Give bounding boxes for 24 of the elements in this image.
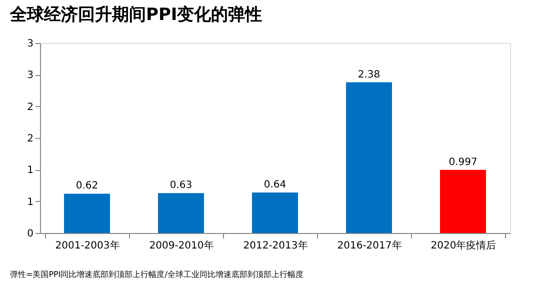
x-tick-label: 2001-2003年 [55,240,120,252]
y-tick-label: 1 [27,165,34,176]
data-label: 0.64 [264,179,286,190]
y-tick-label: 1 [27,196,34,208]
y-tick-label: 0 [27,228,34,240]
data-label: 0.63 [170,180,192,192]
x-tick-label: 2012-2013年 [243,240,308,252]
bar [440,170,486,233]
bar [158,193,204,233]
chart-title: 全球经济回升期间PPI变化的弹性 [9,5,262,25]
y-tick-label: 2 [27,102,34,113]
bar [346,82,392,233]
text: 弹性=美国PPI同比增速底部到顶部上行幅度/全球工业同比增速底部到顶部上行幅度 [10,270,304,279]
data-label: 0.997 [448,156,478,168]
data-label: 0.62 [76,180,98,192]
data-label: 2.38 [358,69,380,80]
x-tick-label: 2009-2010年 [149,240,214,252]
bar [64,194,110,233]
y-tick-label: 3 [27,38,34,50]
y-tick-label: 2 [27,134,34,144]
bar [252,192,298,233]
y-tick-label: 3 [27,70,34,82]
x-tick-label: 2016-2017年 [337,240,402,252]
x-tick-label: 2020年疫情后 [430,240,496,252]
